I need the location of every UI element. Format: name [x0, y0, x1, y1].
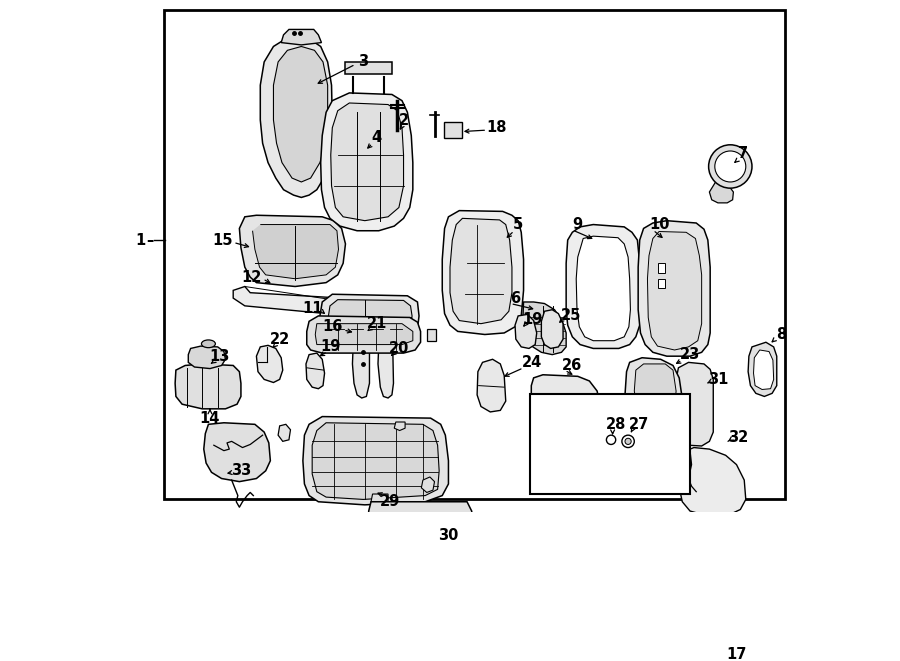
Circle shape [607, 435, 616, 444]
Polygon shape [278, 424, 291, 442]
Text: 19: 19 [320, 338, 341, 354]
Text: 4: 4 [372, 130, 382, 145]
Polygon shape [658, 279, 665, 288]
Polygon shape [188, 346, 225, 369]
Text: 3: 3 [358, 54, 368, 69]
Polygon shape [307, 316, 420, 353]
Text: 7: 7 [738, 146, 748, 161]
Text: 10: 10 [649, 217, 670, 232]
Polygon shape [315, 324, 413, 344]
Polygon shape [256, 345, 283, 383]
Polygon shape [442, 211, 524, 334]
Text: 21: 21 [367, 316, 387, 331]
Text: 23: 23 [680, 347, 700, 362]
Text: 28: 28 [606, 417, 626, 432]
Polygon shape [523, 302, 566, 355]
Polygon shape [346, 62, 392, 73]
Text: 11: 11 [302, 301, 322, 316]
Text: 22: 22 [269, 332, 290, 346]
Polygon shape [281, 30, 321, 45]
Text: 27: 27 [629, 417, 649, 432]
Text: 8: 8 [777, 327, 787, 342]
Text: 32: 32 [728, 430, 748, 445]
Text: 16: 16 [322, 319, 343, 334]
Polygon shape [371, 494, 388, 505]
Polygon shape [320, 294, 419, 340]
Text: 14: 14 [200, 410, 220, 426]
Text: 17: 17 [726, 647, 747, 661]
Polygon shape [444, 122, 462, 138]
Text: 5: 5 [513, 217, 523, 232]
Polygon shape [369, 502, 473, 538]
Polygon shape [303, 416, 448, 505]
Polygon shape [450, 218, 512, 324]
Polygon shape [515, 315, 536, 348]
Text: –: – [147, 233, 154, 247]
Text: 29: 29 [380, 494, 400, 509]
Polygon shape [576, 236, 630, 340]
Polygon shape [203, 423, 270, 482]
Polygon shape [647, 231, 702, 350]
Polygon shape [566, 225, 640, 348]
Polygon shape [639, 622, 686, 661]
Polygon shape [253, 225, 338, 279]
Polygon shape [638, 221, 710, 356]
Polygon shape [531, 375, 600, 430]
Text: 25: 25 [561, 309, 581, 323]
Polygon shape [427, 329, 436, 340]
Text: 19: 19 [522, 311, 543, 327]
Polygon shape [239, 215, 346, 286]
Polygon shape [260, 36, 332, 198]
Polygon shape [306, 353, 325, 389]
Polygon shape [625, 358, 682, 432]
Polygon shape [421, 477, 435, 492]
Polygon shape [274, 46, 328, 182]
Text: 30: 30 [438, 528, 459, 543]
Text: 31: 31 [707, 372, 728, 387]
Polygon shape [477, 360, 506, 412]
Polygon shape [658, 263, 665, 272]
Text: 1: 1 [135, 233, 146, 247]
Polygon shape [320, 93, 413, 231]
Text: 24: 24 [522, 355, 542, 370]
Bar [165, 10, 785, 499]
Polygon shape [328, 299, 412, 334]
Circle shape [622, 435, 634, 447]
Polygon shape [679, 447, 746, 515]
Text: 9: 9 [572, 217, 582, 232]
Text: 2: 2 [399, 112, 409, 128]
Polygon shape [748, 342, 777, 397]
Polygon shape [312, 423, 439, 500]
Polygon shape [709, 182, 734, 203]
Polygon shape [591, 619, 635, 661]
Text: 18: 18 [486, 120, 507, 136]
Polygon shape [176, 364, 241, 409]
Polygon shape [753, 350, 774, 389]
Text: 15: 15 [212, 233, 232, 247]
Text: 13: 13 [209, 349, 230, 364]
Circle shape [708, 145, 752, 188]
Text: 26: 26 [562, 358, 582, 373]
Text: 20: 20 [389, 341, 410, 356]
Polygon shape [233, 286, 392, 317]
Bar [530, 394, 690, 494]
Circle shape [625, 438, 631, 444]
Polygon shape [353, 330, 370, 398]
Text: 33: 33 [230, 463, 251, 479]
Ellipse shape [202, 340, 215, 348]
Polygon shape [634, 364, 676, 421]
Polygon shape [378, 329, 393, 398]
Polygon shape [675, 362, 714, 446]
Text: 6: 6 [510, 291, 520, 305]
Text: 12: 12 [241, 270, 262, 285]
Polygon shape [394, 422, 405, 430]
Circle shape [715, 151, 746, 182]
Polygon shape [542, 310, 563, 348]
Polygon shape [331, 103, 403, 221]
